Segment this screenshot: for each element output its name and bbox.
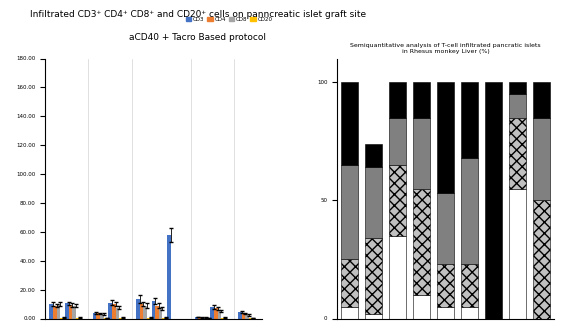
Bar <box>389 165 406 236</box>
Bar <box>167 235 171 318</box>
Bar <box>144 306 147 318</box>
Bar <box>238 312 242 318</box>
Bar <box>509 118 526 188</box>
Bar <box>461 158 478 264</box>
Bar <box>437 307 454 318</box>
Bar <box>72 306 76 318</box>
Bar <box>389 118 406 165</box>
Bar <box>437 82 454 193</box>
Bar <box>533 82 550 118</box>
Bar <box>245 315 249 318</box>
Legend: CD3, CD4, CD8, CD20: CD3, CD4, CD8, CD20 <box>184 15 275 24</box>
Bar <box>341 307 358 318</box>
Bar <box>365 144 382 167</box>
Bar <box>365 167 382 238</box>
Bar <box>533 200 550 318</box>
Bar <box>210 307 214 318</box>
Bar <box>413 82 430 118</box>
Bar <box>461 264 478 307</box>
Bar <box>214 308 218 318</box>
Bar <box>485 82 502 318</box>
Bar <box>195 317 198 318</box>
Bar <box>159 308 163 318</box>
Bar <box>242 313 245 318</box>
Title: Semiquantitative analysis of T-cell infiltrated pancratic islets
in Rhesus monke: Semiquantitative analysis of T-cell infi… <box>350 43 541 54</box>
Bar <box>533 118 550 200</box>
Bar <box>202 317 206 318</box>
Bar <box>389 236 406 318</box>
Bar <box>53 306 56 318</box>
Text: Infiltrated CD3⁺ CD4⁺ CD8⁺ and CD20⁺ cells on panncreatic islet graft site: Infiltrated CD3⁺ CD4⁺ CD8⁺ and CD20⁺ cel… <box>30 10 366 19</box>
Bar <box>108 303 112 318</box>
Bar <box>365 314 382 318</box>
Bar <box>56 304 60 318</box>
Bar <box>461 307 478 318</box>
Bar <box>136 299 140 318</box>
Bar <box>413 295 430 318</box>
Bar <box>112 304 116 318</box>
Bar <box>100 314 103 318</box>
Bar <box>461 82 478 158</box>
Bar <box>116 308 119 318</box>
Bar <box>341 259 358 307</box>
Bar <box>155 306 159 318</box>
Bar <box>341 165 358 259</box>
Bar <box>389 82 406 118</box>
Bar <box>65 303 69 318</box>
Bar <box>140 304 144 318</box>
Bar <box>413 118 430 188</box>
Bar <box>50 304 53 318</box>
Bar <box>218 311 221 318</box>
Bar <box>365 238 382 314</box>
Bar <box>341 82 358 165</box>
Bar <box>437 264 454 307</box>
Bar <box>198 317 202 318</box>
Bar <box>509 94 526 118</box>
Bar <box>437 193 454 264</box>
Bar <box>413 188 430 295</box>
Bar <box>69 305 72 318</box>
Bar <box>509 82 526 94</box>
Bar <box>93 313 97 318</box>
Bar <box>509 188 526 318</box>
Bar <box>97 313 100 318</box>
Text: aCD40 + Tacro Based protocol: aCD40 + Tacro Based protocol <box>129 32 266 42</box>
Bar <box>151 301 155 318</box>
